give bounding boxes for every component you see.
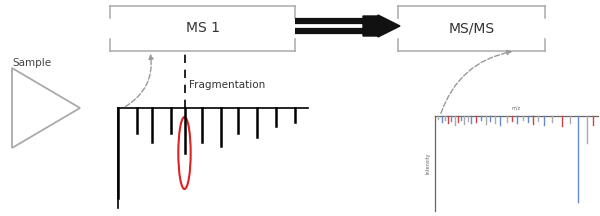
Text: MS 1: MS 1 <box>185 22 220 35</box>
Text: Fragmentation: Fragmentation <box>190 79 266 89</box>
FancyArrow shape <box>363 15 400 37</box>
Text: Intensity: Intensity <box>425 153 431 174</box>
Text: Sample: Sample <box>13 58 52 68</box>
Text: MS/MS: MS/MS <box>448 22 494 35</box>
Text: m/z: m/z <box>512 105 521 111</box>
